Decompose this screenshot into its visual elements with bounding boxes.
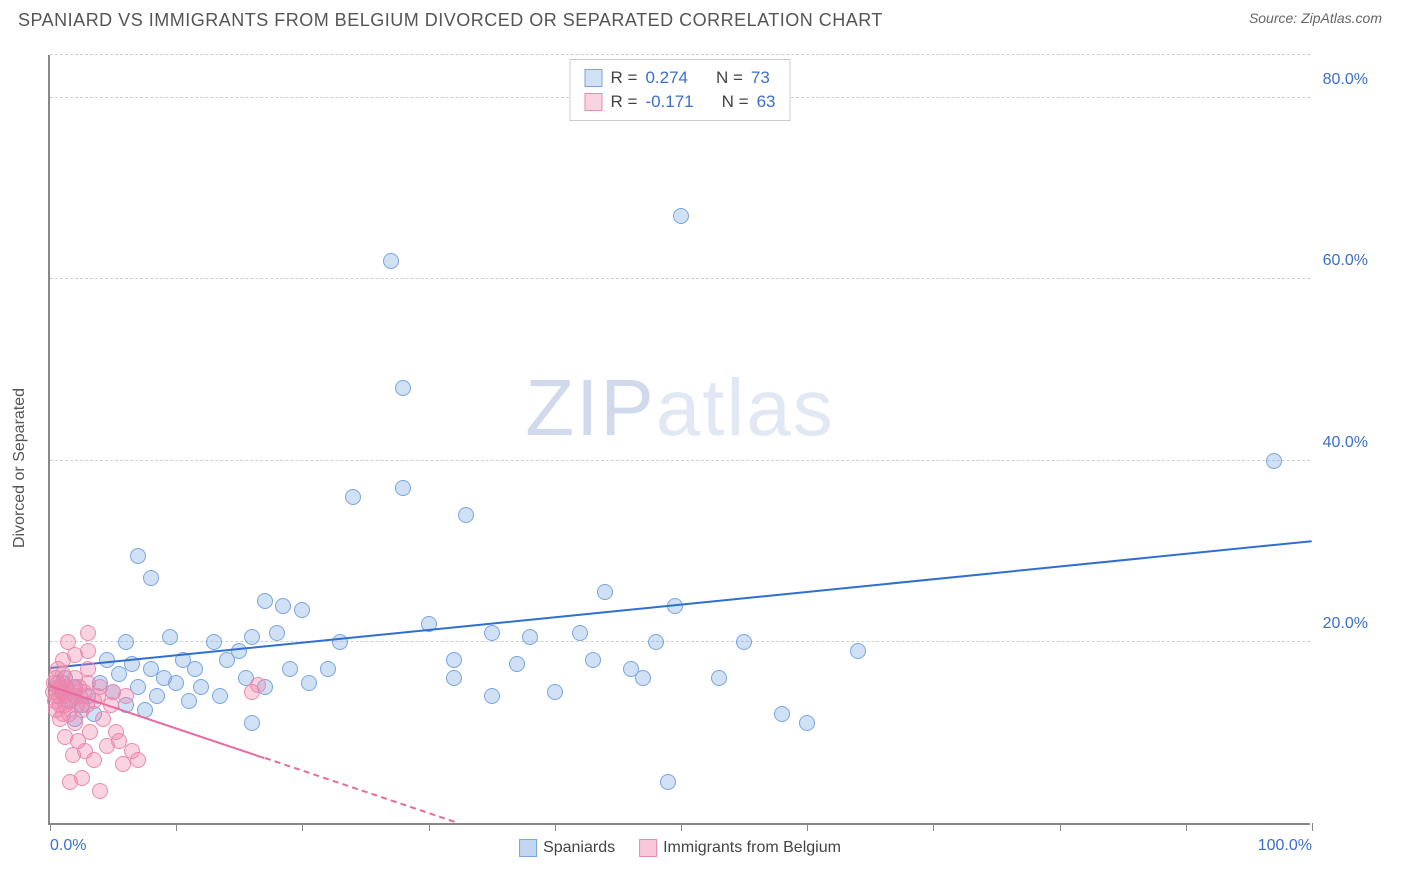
data-point	[143, 570, 159, 586]
data-point	[1266, 453, 1282, 469]
data-point	[80, 661, 96, 677]
data-point	[294, 602, 310, 618]
series-legend: Spaniards Immigrants from Belgium	[519, 839, 841, 857]
x-tick	[1186, 823, 1187, 831]
data-point	[187, 661, 203, 677]
trend-line	[50, 540, 1312, 669]
data-point	[446, 670, 462, 686]
data-point	[320, 661, 336, 677]
data-point	[118, 634, 134, 650]
x-tick	[176, 823, 177, 831]
page-title: SPANIARD VS IMMIGRANTS FROM BELGIUM DIVO…	[18, 10, 883, 31]
data-point	[509, 656, 525, 672]
data-point	[282, 661, 298, 677]
x-tick	[933, 823, 934, 831]
data-point	[86, 752, 102, 768]
y-tick-label: 80.0%	[1316, 71, 1368, 89]
data-point	[736, 634, 752, 650]
x-tick	[1312, 823, 1313, 831]
x-tick	[807, 823, 808, 831]
data-point	[115, 756, 131, 772]
watermark: ZIPatlas	[525, 362, 834, 454]
legend-row: R = -0.171N = 63	[585, 90, 776, 114]
y-tick-label: 40.0%	[1316, 434, 1368, 452]
scatter-plot: ZIPatlas R = 0.274N = 73R = -0.171N = 63…	[48, 55, 1310, 825]
data-point	[162, 629, 178, 645]
data-point	[850, 643, 866, 659]
y-tick-label: 60.0%	[1316, 252, 1368, 270]
x-tick	[555, 823, 556, 831]
data-point	[547, 684, 563, 700]
data-point	[80, 625, 96, 641]
x-tick	[50, 823, 51, 831]
x-tick	[1060, 823, 1061, 831]
data-point	[168, 675, 184, 691]
data-point	[206, 634, 222, 650]
data-point	[82, 724, 98, 740]
data-point	[250, 677, 266, 693]
data-point	[149, 688, 165, 704]
data-point	[244, 629, 260, 645]
data-point	[484, 625, 500, 641]
data-point	[231, 643, 247, 659]
data-point	[774, 706, 790, 722]
legend-swatch	[519, 839, 537, 857]
legend-swatch	[585, 93, 603, 111]
x-tick	[681, 823, 682, 831]
data-point	[484, 688, 500, 704]
data-point	[635, 670, 651, 686]
data-point	[80, 643, 96, 659]
legend-swatch	[639, 839, 657, 857]
data-point	[92, 783, 108, 799]
y-axis-label: Divorced or Separated	[11, 388, 29, 548]
chart-container: Divorced or Separated ZIPatlas R = 0.274…	[48, 55, 1348, 863]
data-point	[275, 598, 291, 614]
source-credit: Source: ZipAtlas.com	[1249, 10, 1382, 26]
gridline	[50, 460, 1310, 461]
data-point	[193, 679, 209, 695]
trend-line	[264, 757, 454, 823]
data-point	[799, 715, 815, 731]
legend-item: Spaniards	[519, 839, 615, 857]
data-point	[597, 584, 613, 600]
gridline	[50, 54, 1310, 55]
data-point	[181, 693, 197, 709]
gridline	[50, 641, 1310, 642]
data-point	[345, 489, 361, 505]
data-point	[648, 634, 664, 650]
data-point	[301, 675, 317, 691]
correlation-legend: R = 0.274N = 73R = -0.171N = 63	[570, 59, 791, 121]
x-tick	[429, 823, 430, 831]
data-point	[585, 652, 601, 668]
data-point	[257, 593, 273, 609]
data-point	[446, 652, 462, 668]
data-point	[74, 770, 90, 786]
x-tick	[302, 823, 303, 831]
legend-swatch	[585, 69, 603, 87]
legend-row: R = 0.274N = 73	[585, 66, 776, 90]
data-point	[244, 715, 260, 731]
data-point	[711, 670, 727, 686]
legend-item: Immigrants from Belgium	[639, 839, 841, 857]
data-point	[673, 208, 689, 224]
gridline	[50, 278, 1310, 279]
data-point	[522, 629, 538, 645]
y-tick-label: 20.0%	[1316, 615, 1368, 633]
data-point	[130, 548, 146, 564]
data-point	[269, 625, 285, 641]
data-point	[383, 253, 399, 269]
data-point	[395, 380, 411, 396]
data-point	[572, 625, 588, 641]
data-point	[95, 711, 111, 727]
data-point	[395, 480, 411, 496]
data-point	[660, 774, 676, 790]
x-tick-label: 0.0%	[50, 837, 86, 855]
x-tick-label: 100.0%	[1258, 837, 1312, 855]
data-point	[212, 688, 228, 704]
data-point	[118, 688, 134, 704]
data-point	[130, 752, 146, 768]
data-point	[458, 507, 474, 523]
